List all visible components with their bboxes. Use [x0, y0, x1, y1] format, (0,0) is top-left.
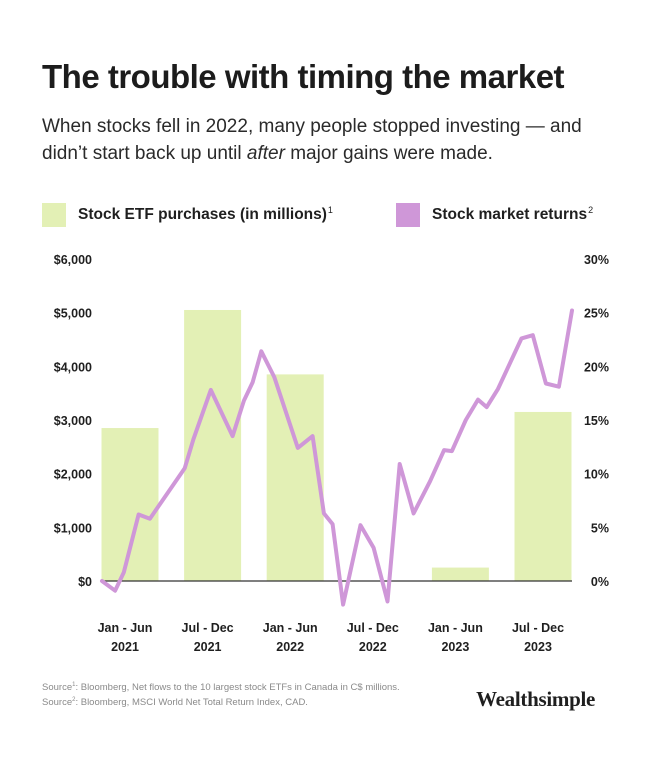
right-axis-tick-label: 5%	[591, 521, 609, 535]
legend-swatch-bars	[42, 203, 66, 227]
right-axis-tick-label: 15%	[584, 414, 609, 428]
right-axis-tick-label: 25%	[584, 307, 609, 321]
category-label-year: 2023	[524, 640, 552, 654]
subtitle-emphasis: after	[246, 143, 285, 164]
subtitle-text: When stocks fell in 2022, many people st…	[42, 116, 582, 164]
legend-footnote-1: 1	[327, 205, 333, 216]
legend-label-bars: Stock ETF purchases (in millions)1	[78, 205, 333, 224]
brand-logo: Wealthsimple	[476, 687, 595, 711]
left-axis-tick-label: $2,000	[54, 468, 92, 482]
legend-label-bars-text: Stock ETF purchases (in millions)	[78, 206, 327, 224]
right-axis-tick-label: 20%	[584, 360, 609, 374]
legend-item-market-returns: Stock market returns2	[396, 203, 593, 227]
category-label-year: 2021	[194, 640, 222, 654]
right-axis-tick-label: 0%	[591, 575, 609, 589]
category-label-period: Jan - Jun	[428, 621, 483, 635]
source-note-2-prefix: Source	[42, 697, 73, 709]
category-label-year: 2021	[111, 640, 139, 654]
bar-3	[266, 374, 324, 581]
category-label-period: Jul - Dec	[182, 621, 234, 635]
source-note-1-marker: 1	[72, 682, 76, 688]
category-label-year: 2023	[441, 640, 469, 654]
subtitle-text-end: major gains were made.	[284, 143, 493, 164]
legend-footnote-2: 2	[588, 205, 594, 216]
source-note-1: Source1: Bloomberg, Net flows to the 10 …	[42, 679, 400, 694]
left-axis-tick-label: $4,000	[54, 360, 92, 374]
left-axis-tick-label: $6,000	[54, 253, 92, 267]
category-label-year: 2022	[359, 640, 387, 654]
category-label-period: Jul - Dec	[347, 621, 399, 635]
category-label-period: Jan - Jun	[263, 621, 318, 635]
category-label-year: 2022	[276, 640, 304, 654]
left-axis-tick-label: $5,000	[54, 307, 92, 321]
legend-label-line-text: Stock market returns	[432, 206, 588, 224]
legend-label-line: Stock market returns2	[432, 205, 593, 224]
bar-6	[514, 411, 572, 581]
left-axis-tick-label: $3,000	[54, 414, 92, 428]
legend-item-etf-purchases: Stock ETF purchases (in millions)1	[42, 203, 333, 227]
category-label-period: Jul - Dec	[512, 621, 564, 635]
left-axis-tick-label: $1,000	[54, 521, 92, 535]
source-notes: Source1: Bloomberg, Net flows to the 10 …	[42, 679, 400, 709]
source-note-1-prefix: Source	[42, 682, 73, 694]
right-axis-tick-label: 30%	[584, 253, 609, 267]
source-note-2: Source2: Bloomberg, MSCI World Net Total…	[42, 694, 400, 709]
source-note-2-text: : Bloomberg, MSCI World Net Total Return…	[75, 697, 308, 709]
subtitle: When stocks fell in 2022, many people st…	[42, 113, 632, 167]
bar-1	[101, 428, 159, 581]
source-note-2-marker: 2	[72, 697, 76, 704]
legend-swatch-line	[396, 203, 420, 227]
category-label-period: Jan - Jun	[98, 621, 153, 635]
source-note-1-text: : Bloomberg, Net flows to the 10 largest…	[75, 682, 400, 694]
bar-5	[431, 567, 489, 581]
returns-line	[100, 308, 574, 607]
left-axis-tick-label: $0	[78, 575, 92, 589]
page-title: The trouble with timing the market	[42, 58, 565, 95]
right-axis-tick-label: 10%	[584, 468, 609, 482]
